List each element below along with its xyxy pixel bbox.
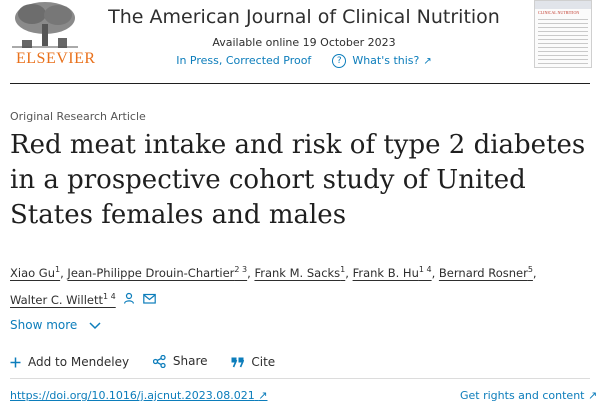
author-list: Xiao Gu1, Jean-Philippe Drouin-Chartier2… [10, 258, 590, 312]
mail-icon[interactable] [143, 289, 156, 312]
author-link[interactable]: Jean-Philippe Drouin-Chartier2 3 [67, 265, 248, 280]
elsevier-logo[interactable]: ELSEVIER [8, 0, 95, 70]
cover-title: CLINICAL NUTRITION [538, 10, 580, 15]
chevron-down-icon [89, 319, 101, 333]
header-divider [10, 83, 590, 84]
journal-title[interactable]: The American Journal of Clinical Nutriti… [108, 6, 500, 28]
author-link[interactable]: Walter C. Willett1 4 [10, 291, 116, 307]
journal-cover-thumbnail[interactable]: CLINICAL NUTRITION [534, 0, 592, 68]
doi-link[interactable]: https://doi.org/10.1016/j.ajcnut.2023.08… [10, 389, 268, 402]
cite-button[interactable]: Cite [231, 355, 275, 369]
external-link-icon: ↗ [423, 56, 432, 67]
author-link[interactable]: Frank B. Hu1 4 [352, 265, 432, 280]
show-more-button[interactable]: Show more [10, 318, 101, 333]
available-online-date: Available online 19 October 2023 [212, 36, 396, 49]
share-icon [152, 354, 166, 368]
actions-divider [10, 378, 590, 379]
article-status-row: In Press, Corrected Proof ? What's this? ↗ [80, 54, 528, 68]
author-link[interactable]: Xiao Gu1 [10, 265, 61, 280]
question-icon[interactable]: ? [332, 54, 347, 68]
person-icon[interactable] [123, 289, 135, 312]
whats-this-link[interactable]: What's this? [352, 54, 420, 67]
external-link-icon: ↗ [258, 389, 268, 402]
plus-icon [10, 357, 21, 367]
publisher-wordmark: ELSEVIER [16, 50, 96, 67]
article-type-label: Original Research Article [10, 110, 146, 123]
article-status: In Press, Corrected Proof [176, 54, 312, 67]
external-link-icon: ↗ [587, 389, 598, 402]
rights-link[interactable]: Get rights and content ↗ [460, 389, 598, 402]
share-button[interactable]: Share [152, 354, 208, 368]
article-title: Red meat intake and risk of type 2 diabe… [10, 130, 586, 230]
add-to-mendeley-button[interactable]: Add to Mendeley [10, 355, 129, 369]
quote-icon [231, 357, 245, 367]
article-actions: Add to Mendeley Share Cite [10, 354, 295, 371]
author-link[interactable]: Bernard Rosner5 [438, 265, 533, 280]
elsevier-tree-icon [12, 0, 78, 50]
author-link[interactable]: Frank M. Sacks1 [254, 265, 346, 280]
